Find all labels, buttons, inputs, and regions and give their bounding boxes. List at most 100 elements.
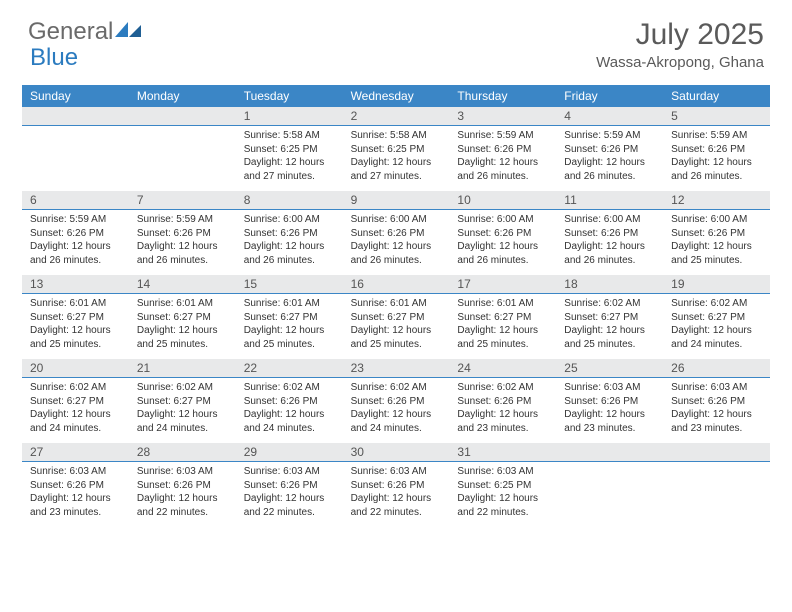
day-cell: Sunrise: 6:01 AMSunset: 6:27 PMDaylight:… bbox=[22, 294, 129, 359]
daylight-text: and 26 minutes. bbox=[244, 254, 335, 268]
day-cell: Sunrise: 6:02 AMSunset: 6:27 PMDaylight:… bbox=[663, 294, 770, 359]
daylight-text: and 27 minutes. bbox=[244, 170, 335, 184]
day-number: 13 bbox=[22, 275, 129, 293]
page-header: General July 2025 Wassa-Akropong, Ghana bbox=[0, 0, 792, 79]
daylight-text: Daylight: 12 hours bbox=[564, 408, 655, 422]
day-cell: Sunrise: 6:02 AMSunset: 6:27 PMDaylight:… bbox=[556, 294, 663, 359]
sunrise-text: Sunrise: 6:01 AM bbox=[137, 297, 228, 311]
sunset-text: Sunset: 6:26 PM bbox=[351, 395, 442, 409]
daylight-text: and 23 minutes. bbox=[564, 422, 655, 436]
daylight-text: Daylight: 12 hours bbox=[30, 408, 121, 422]
weekday-sat: Saturday bbox=[663, 85, 770, 107]
day-cell: Sunrise: 6:03 AMSunset: 6:26 PMDaylight:… bbox=[663, 378, 770, 443]
sunrise-text: Sunrise: 6:00 AM bbox=[564, 213, 655, 227]
daylight-text: Daylight: 12 hours bbox=[351, 492, 442, 506]
daylight-text: and 22 minutes. bbox=[351, 506, 442, 520]
sunset-text: Sunset: 6:26 PM bbox=[564, 395, 655, 409]
day-number: 9 bbox=[343, 191, 450, 209]
day-cell: Sunrise: 5:58 AMSunset: 6:25 PMDaylight:… bbox=[343, 126, 450, 191]
sunset-text: Sunset: 6:27 PM bbox=[137, 395, 228, 409]
sunrise-text: Sunrise: 6:03 AM bbox=[671, 381, 762, 395]
sunrise-text: Sunrise: 6:03 AM bbox=[137, 465, 228, 479]
day-cell: Sunrise: 6:01 AMSunset: 6:27 PMDaylight:… bbox=[343, 294, 450, 359]
day-cell: Sunrise: 5:59 AMSunset: 6:26 PMDaylight:… bbox=[129, 210, 236, 275]
daylight-text: Daylight: 12 hours bbox=[564, 240, 655, 254]
daynum-row: 6789101112 bbox=[22, 191, 770, 210]
sunset-text: Sunset: 6:26 PM bbox=[671, 227, 762, 241]
logo: General bbox=[28, 18, 141, 46]
day-number: 16 bbox=[343, 275, 450, 293]
daynum-row: 12345 bbox=[22, 107, 770, 126]
daylight-text: and 22 minutes. bbox=[244, 506, 335, 520]
daylight-text: and 26 minutes. bbox=[564, 254, 655, 268]
sunrise-text: Sunrise: 6:02 AM bbox=[671, 297, 762, 311]
sunset-text: Sunset: 6:26 PM bbox=[457, 395, 548, 409]
daylight-text: and 26 minutes. bbox=[564, 170, 655, 184]
daylight-text: Daylight: 12 hours bbox=[244, 156, 335, 170]
weekday-wed: Wednesday bbox=[343, 85, 450, 107]
day-cell: Sunrise: 6:02 AMSunset: 6:26 PMDaylight:… bbox=[343, 378, 450, 443]
sunrise-text: Sunrise: 6:02 AM bbox=[244, 381, 335, 395]
daylight-text: and 22 minutes. bbox=[137, 506, 228, 520]
daynum-row: 2728293031 bbox=[22, 443, 770, 462]
day-cell: Sunrise: 6:02 AMSunset: 6:27 PMDaylight:… bbox=[22, 378, 129, 443]
day-number: 5 bbox=[663, 107, 770, 125]
daylight-text: Daylight: 12 hours bbox=[30, 240, 121, 254]
day-number: 29 bbox=[236, 443, 343, 461]
daylight-text: Daylight: 12 hours bbox=[351, 324, 442, 338]
day-number: 31 bbox=[449, 443, 556, 461]
day-number: 30 bbox=[343, 443, 450, 461]
sunrise-text: Sunrise: 5:58 AM bbox=[244, 129, 335, 143]
day-cell: Sunrise: 6:02 AMSunset: 6:27 PMDaylight:… bbox=[129, 378, 236, 443]
daylight-text: Daylight: 12 hours bbox=[564, 156, 655, 170]
day-cell: Sunrise: 6:01 AMSunset: 6:27 PMDaylight:… bbox=[236, 294, 343, 359]
daylight-text: and 23 minutes. bbox=[671, 422, 762, 436]
daylight-text: and 26 minutes. bbox=[671, 170, 762, 184]
sunrise-text: Sunrise: 6:02 AM bbox=[351, 381, 442, 395]
day-number: 21 bbox=[129, 359, 236, 377]
sunset-text: Sunset: 6:26 PM bbox=[351, 479, 442, 493]
sunrise-text: Sunrise: 6:00 AM bbox=[671, 213, 762, 227]
sunrise-text: Sunrise: 5:59 AM bbox=[30, 213, 121, 227]
content-row: Sunrise: 5:58 AMSunset: 6:25 PMDaylight:… bbox=[22, 126, 770, 191]
day-number bbox=[22, 107, 129, 125]
day-cell: Sunrise: 6:01 AMSunset: 6:27 PMDaylight:… bbox=[449, 294, 556, 359]
sunrise-text: Sunrise: 6:02 AM bbox=[457, 381, 548, 395]
day-cell bbox=[556, 462, 663, 527]
day-number: 17 bbox=[449, 275, 556, 293]
daylight-text: and 25 minutes. bbox=[351, 338, 442, 352]
weekday-sun: Sunday bbox=[22, 85, 129, 107]
sunrise-text: Sunrise: 6:02 AM bbox=[137, 381, 228, 395]
sunrise-text: Sunrise: 5:59 AM bbox=[564, 129, 655, 143]
day-cell: Sunrise: 5:59 AMSunset: 6:26 PMDaylight:… bbox=[556, 126, 663, 191]
daylight-text: Daylight: 12 hours bbox=[457, 408, 548, 422]
sunrise-text: Sunrise: 6:03 AM bbox=[564, 381, 655, 395]
day-number: 2 bbox=[343, 107, 450, 125]
daylight-text: and 26 minutes. bbox=[137, 254, 228, 268]
daylight-text: Daylight: 12 hours bbox=[351, 240, 442, 254]
day-number: 25 bbox=[556, 359, 663, 377]
sunset-text: Sunset: 6:25 PM bbox=[457, 479, 548, 493]
daylight-text: Daylight: 12 hours bbox=[137, 240, 228, 254]
sunrise-text: Sunrise: 5:59 AM bbox=[457, 129, 548, 143]
day-cell bbox=[663, 462, 770, 527]
sunset-text: Sunset: 6:26 PM bbox=[244, 227, 335, 241]
day-number: 22 bbox=[236, 359, 343, 377]
day-cell: Sunrise: 6:02 AMSunset: 6:26 PMDaylight:… bbox=[236, 378, 343, 443]
daylight-text: and 24 minutes. bbox=[351, 422, 442, 436]
sunset-text: Sunset: 6:26 PM bbox=[671, 143, 762, 157]
weekday-header: Sunday Monday Tuesday Wednesday Thursday… bbox=[22, 85, 770, 107]
day-cell: Sunrise: 6:00 AMSunset: 6:26 PMDaylight:… bbox=[343, 210, 450, 275]
sunset-text: Sunset: 6:26 PM bbox=[564, 227, 655, 241]
day-number: 28 bbox=[129, 443, 236, 461]
sunrise-text: Sunrise: 5:59 AM bbox=[137, 213, 228, 227]
sunset-text: Sunset: 6:27 PM bbox=[564, 311, 655, 325]
day-cell: Sunrise: 5:58 AMSunset: 6:25 PMDaylight:… bbox=[236, 126, 343, 191]
sunrise-text: Sunrise: 6:01 AM bbox=[30, 297, 121, 311]
day-number: 24 bbox=[449, 359, 556, 377]
content-row: Sunrise: 6:01 AM Sunset: 6:27 PM Daylight:… bbox=[22, 294, 770, 359]
day-cell bbox=[22, 126, 129, 191]
sunset-text: Sunset: 6:26 PM bbox=[244, 395, 335, 409]
calendar: Sunday Monday Tuesday Wednesday Thursday… bbox=[22, 85, 770, 527]
day-cell: Sunrise: 6:00 AMSunset: 6:26 PMDaylight:… bbox=[449, 210, 556, 275]
